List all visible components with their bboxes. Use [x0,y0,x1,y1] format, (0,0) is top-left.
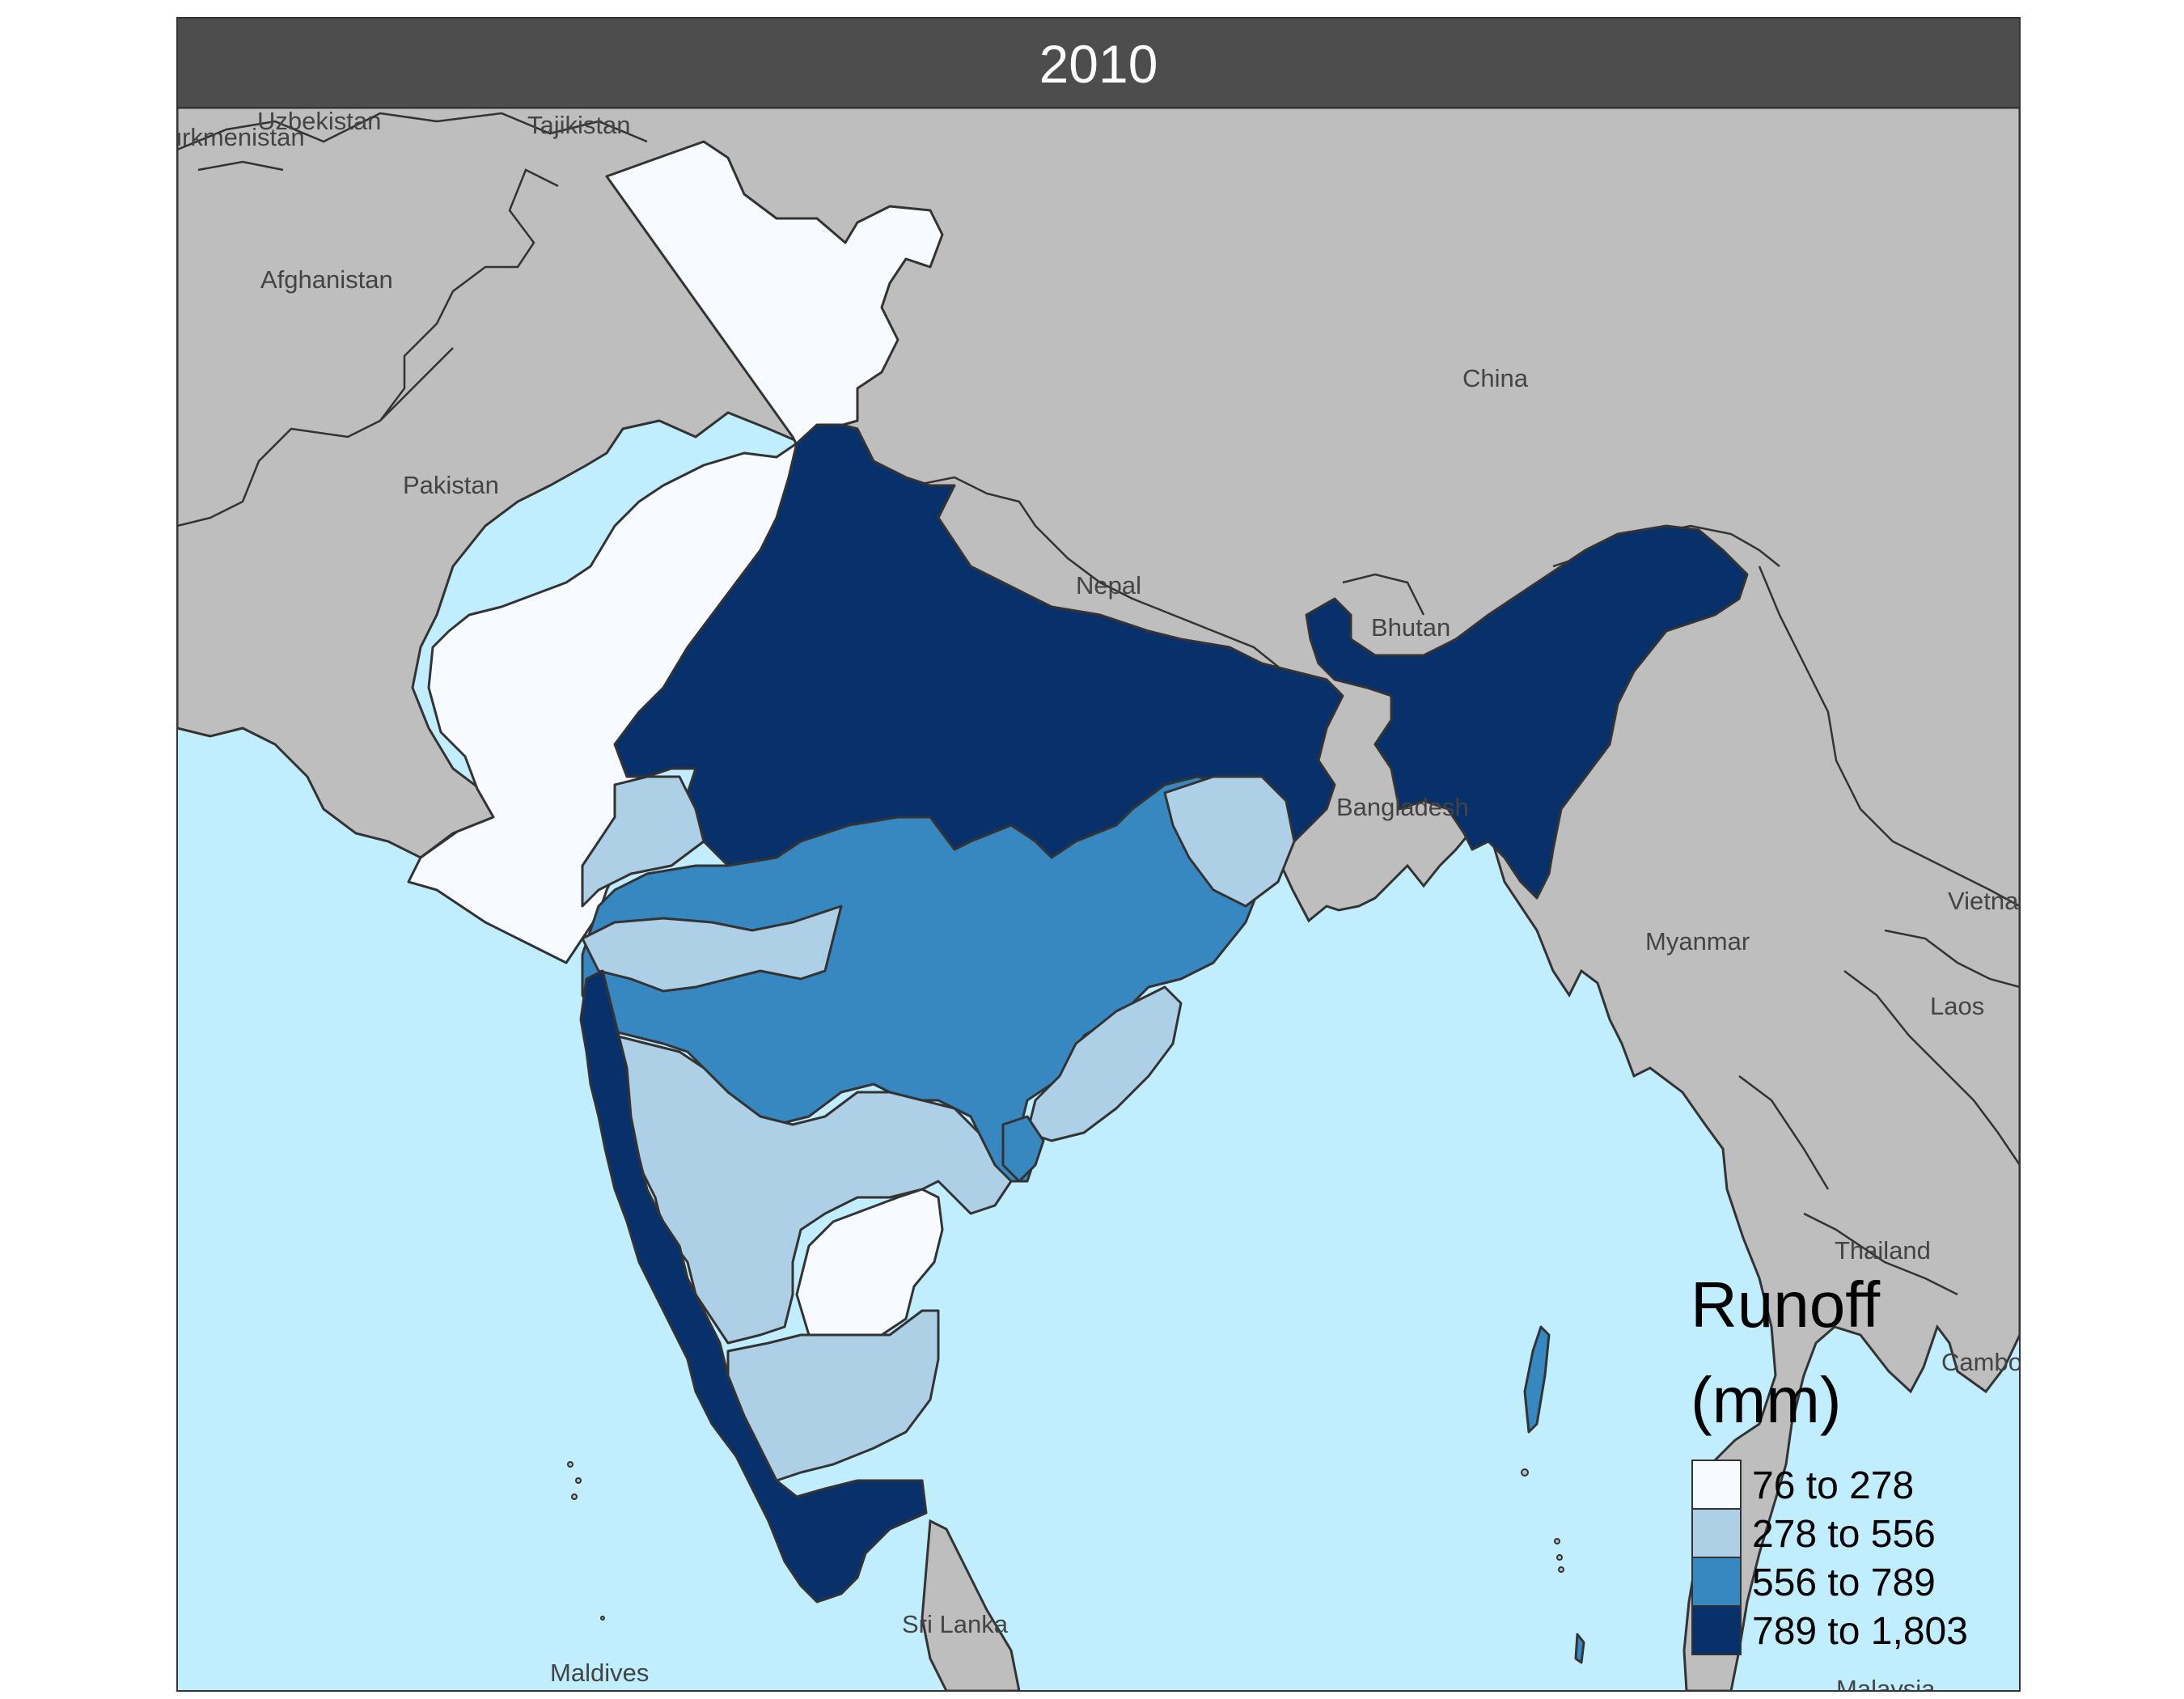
region-andaman [1523,1325,1551,1434]
region-east-odisha [1163,775,1296,908]
label-bangladesh: Bangladesh [1336,793,1469,821]
country-borders [177,112,2020,1296]
legend-label-3: 556 to 789 [1752,1561,1936,1604]
region-krishna-delta [1001,1115,1045,1183]
legend-title-line1: Runoff [1691,1269,1881,1341]
small-islands [567,1461,1564,1621]
india-regions [407,140,1749,1664]
region-east-coast [1026,985,1183,1142]
label-malaysia: Malaysia [1836,1675,1936,1699]
label-cambodia: Cambodia [1941,1348,2056,1376]
legend-title-line2: (mm) [1691,1364,1842,1436]
legend-label-4: 789 to 1,803 [1752,1610,1968,1653]
country-labels: Uzbekistan Turkmenistan Tajikistan Afgha… [154,107,2056,1699]
region-central [581,775,1263,1183]
label-thailand: Thailand [1835,1236,1931,1265]
label-bhutan: Bhutan [1371,613,1450,642]
label-maldives: Maldives [550,1659,649,1687]
legend-swatch-1 [1691,1460,1742,1510]
region-northeast [1305,524,1749,900]
label-nepal: Nepal [1076,571,1141,600]
legend: Runoff (mm) 76 to 278 278 to 556 556 to … [1691,1269,1968,1655]
region-andaman-south [1574,1633,1585,1664]
legend-label-1: 76 to 278 [1752,1464,1914,1507]
label-tajikistan: Tajikistan [527,111,631,139]
legend-swatch-2 [1691,1508,1742,1558]
label-uzbekistan: Uzbekistan [257,107,381,135]
land-mainland [177,108,2020,1691]
land-sri-lanka [921,1519,1021,1691]
label-vietnam: Vietnam [1948,887,2039,915]
legend-swatch-4 [1691,1605,1742,1655]
panel-border [176,107,2021,1692]
label-afghanistan: Afghanistan [260,265,393,294]
region-gujarat-east [581,775,705,908]
label-laos: Laos [1930,992,1984,1020]
region-west-central [581,905,843,993]
legend-swatch-3 [1691,1557,1742,1607]
legend-label-2: 278 to 556 [1752,1513,1936,1556]
label-china: China [1462,364,1529,392]
label-pakistan: Pakistan [403,471,499,499]
panel-strip [176,17,2021,108]
label-myanmar: Myanmar [1645,927,1750,955]
panel-title: 2010 [1039,34,1158,94]
label-turkmenistan: Turkmenistan [154,123,305,151]
region-west-coast [579,969,928,1604]
label-sri-lanka: Sri Lanka [902,1610,1009,1638]
